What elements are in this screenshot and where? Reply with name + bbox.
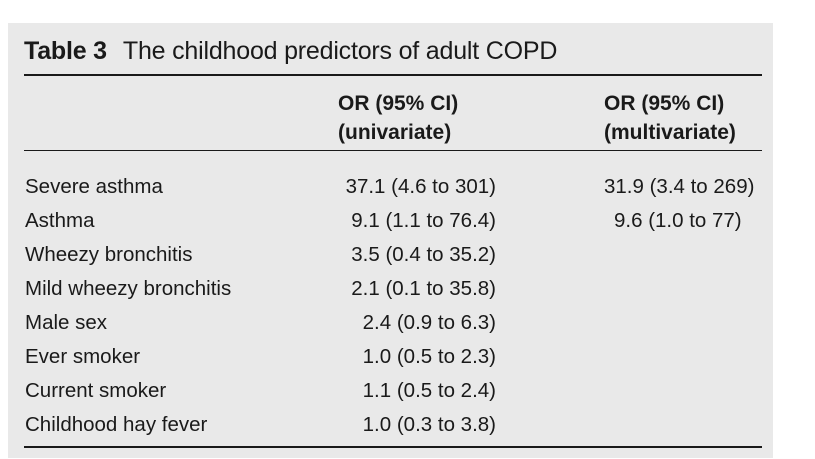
predictor-cell: Ever smoker <box>25 340 140 374</box>
univariate-cell: 9.1 (1.1 to 76.4) <box>351 204 496 238</box>
univariate-cell: 2.1 (0.1 to 35.8) <box>351 272 496 306</box>
header-univariate-line2: (univariate) <box>338 118 458 147</box>
header-multivariate-line2: (multivariate) <box>604 118 736 147</box>
univariate-cell: 37.1 (4.6 to 301) <box>346 170 496 204</box>
top-rule <box>24 74 762 76</box>
predictor-cell: Asthma <box>25 204 95 238</box>
table-title: The childhood predictors of adult COPD <box>123 37 557 65</box>
table-row: Ever smoker 1.0 (0.5 to 2.3) <box>8 340 773 374</box>
header-multivariate: OR (95% CI) (multivariate) <box>604 89 736 147</box>
univariate-cell: 3.5 (0.4 to 35.2) <box>351 238 496 272</box>
multivariate-cell: 9.6 (1.0 to 77) <box>614 204 742 238</box>
table-body: Severe asthma 37.1 (4.6 to 301) 31.9 (3.… <box>8 170 773 442</box>
table-row: Severe asthma 37.1 (4.6 to 301) 31.9 (3.… <box>8 170 773 204</box>
univariate-cell: 1.1 (0.5 to 2.4) <box>363 374 496 408</box>
header-rule <box>24 150 762 151</box>
predictor-cell: Current smoker <box>25 374 166 408</box>
predictor-cell: Wheezy bronchitis <box>25 238 192 272</box>
predictor-cell: Male sex <box>25 306 107 340</box>
multivariate-cell: 31.9 (3.4 to 269) <box>604 170 754 204</box>
table-row: Male sex 2.4 (0.9 to 6.3) <box>8 306 773 340</box>
header-univariate: OR (95% CI) (univariate) <box>338 89 458 147</box>
header-multivariate-line1: OR (95% CI) <box>604 89 736 118</box>
table-row: Current smoker 1.1 (0.5 to 2.4) <box>8 374 773 408</box>
table-caption: Table 3 The childhood predictors of adult… <box>24 37 557 66</box>
univariate-cell: 1.0 (0.3 to 3.8) <box>363 408 496 442</box>
univariate-cell: 2.4 (0.9 to 6.3) <box>363 306 496 340</box>
table-label: Table 3 <box>24 37 107 65</box>
predictor-cell: Mild wheezy bronchitis <box>25 272 231 306</box>
predictor-cell: Severe asthma <box>25 170 163 204</box>
table-panel: Table 3 The childhood predictors of adult… <box>8 23 773 458</box>
header-univariate-line1: OR (95% CI) <box>338 89 458 118</box>
table-row: Wheezy bronchitis 3.5 (0.4 to 35.2) <box>8 238 773 272</box>
table-row: Asthma 9.1 (1.1 to 76.4) 9.6 (1.0 to 77) <box>8 204 773 238</box>
table-row: Mild wheezy bronchitis 2.1 (0.1 to 35.8) <box>8 272 773 306</box>
univariate-cell: 1.0 (0.5 to 2.3) <box>363 340 496 374</box>
predictor-cell: Childhood hay fever <box>25 408 207 442</box>
table-row: Childhood hay fever 1.0 (0.3 to 3.8) <box>8 408 773 442</box>
bottom-rule <box>24 446 762 448</box>
